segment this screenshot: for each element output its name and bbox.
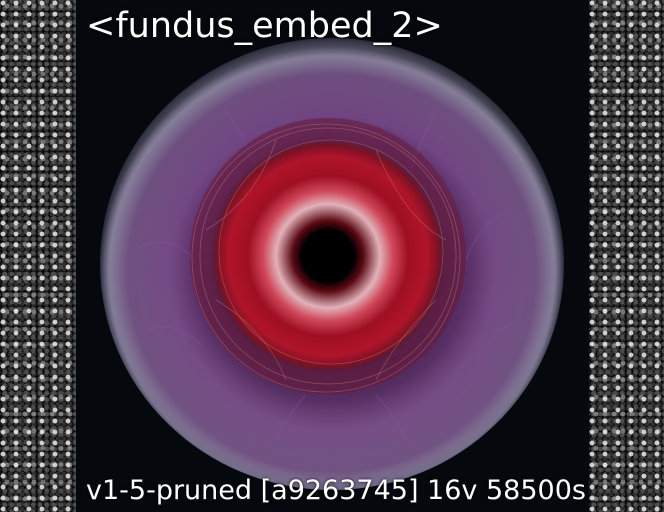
fundus-image	[76, 0, 589, 512]
lesion	[190, 118, 466, 394]
left-noise-panel	[0, 0, 76, 512]
pupil	[301, 229, 355, 283]
title-caption: <fundus_embed_2>	[86, 6, 443, 46]
fundus-render	[76, 0, 589, 512]
right-noise-panel	[589, 0, 664, 512]
footer-caption: v1-5-pruned [a9263745] 16v 58500s	[86, 475, 586, 506]
